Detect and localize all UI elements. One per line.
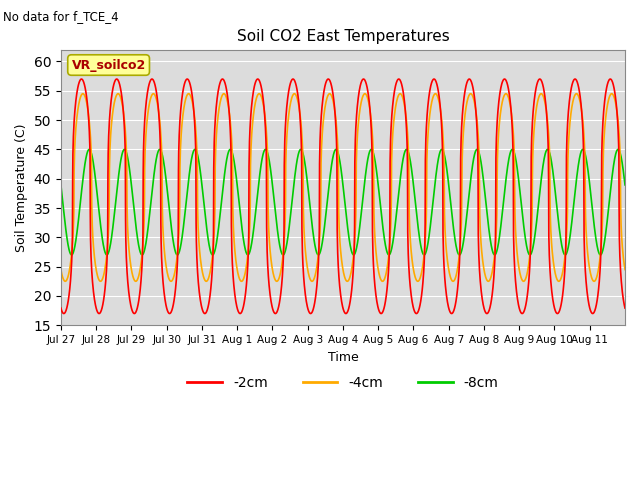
Legend: -2cm, -4cm, -8cm: -2cm, -4cm, -8cm <box>182 371 504 396</box>
Y-axis label: Soil Temperature (C): Soil Temperature (C) <box>15 123 28 252</box>
Title: Soil CO2 East Temperatures: Soil CO2 East Temperatures <box>237 29 449 44</box>
X-axis label: Time: Time <box>328 350 358 363</box>
Text: VR_soilco2: VR_soilco2 <box>72 59 146 72</box>
Text: No data for f_TCE_4: No data for f_TCE_4 <box>3 10 119 23</box>
